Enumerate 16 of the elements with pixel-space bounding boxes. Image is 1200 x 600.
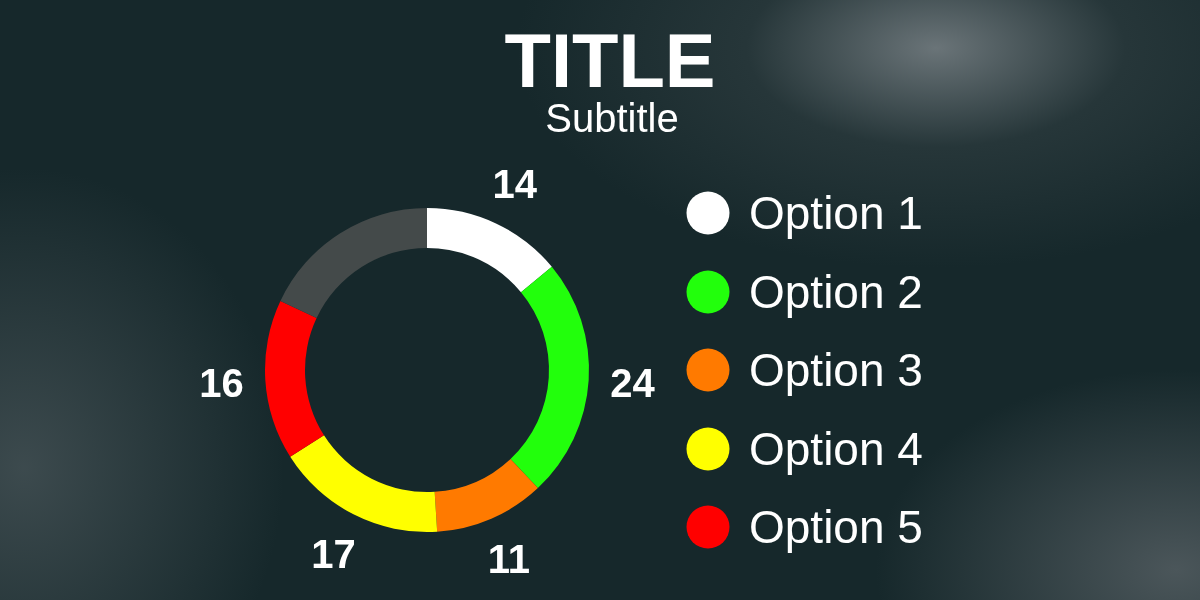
donut-slice bbox=[290, 435, 438, 532]
data-label: 16 bbox=[199, 360, 244, 405]
donut-slice bbox=[427, 208, 552, 293]
legend-label: Option 1 bbox=[749, 187, 923, 240]
donut-slice bbox=[510, 266, 589, 489]
data-label: 17 bbox=[311, 531, 356, 576]
legend-label: Option 2 bbox=[749, 265, 923, 318]
legend-label: Option 3 bbox=[749, 344, 923, 397]
data-label: 14 bbox=[492, 161, 538, 206]
data-label: 24 bbox=[610, 360, 656, 405]
data-label: 11 bbox=[487, 537, 530, 582]
legend-label: Option 4 bbox=[749, 422, 923, 475]
donut-slice bbox=[265, 301, 324, 457]
donut-slice bbox=[280, 208, 427, 319]
legend-label: Option 5 bbox=[749, 501, 923, 554]
donut-slice bbox=[434, 458, 538, 532]
